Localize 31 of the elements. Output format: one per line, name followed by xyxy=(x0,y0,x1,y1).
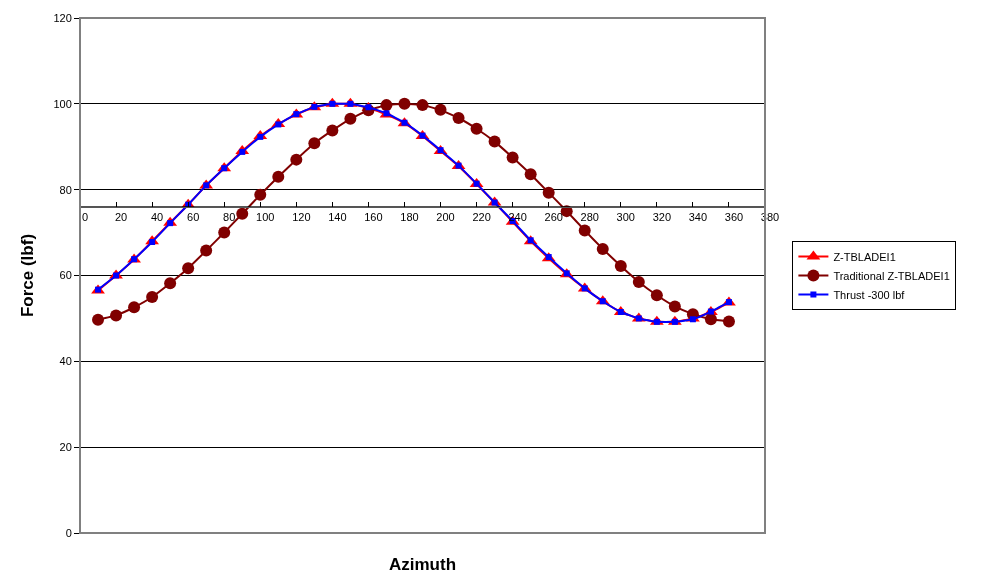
x-tick-label: 0 xyxy=(81,211,89,224)
x-tick-label: 340 xyxy=(688,211,708,224)
legend-label: Traditional Z-TBLADEI1 xyxy=(833,269,950,282)
x-tick-label: 360 xyxy=(724,211,744,224)
x-tick-label: 60 xyxy=(187,211,200,224)
x-tick-label: 260 xyxy=(544,211,563,224)
x-tick-label: 160 xyxy=(364,211,383,224)
legend-label: Z-TBLADEI1 xyxy=(833,250,896,263)
x-tick-label: 40 xyxy=(150,211,164,224)
y-tick-label: 40 xyxy=(59,355,72,368)
x-tick-label: 200 xyxy=(436,211,455,224)
legend-label: Thrust -300 lbf xyxy=(833,288,906,301)
y-tick-label: 80 xyxy=(59,183,72,196)
y-axis-title: Force (lbf) xyxy=(17,233,37,318)
x-tick-label: 180 xyxy=(400,211,419,224)
x-tick-label: 300 xyxy=(616,211,635,224)
y-tick-label: 60 xyxy=(59,269,72,282)
x-axis-title: Azimuth xyxy=(389,555,457,574)
y-tick-label: 0 xyxy=(65,526,72,539)
x-tick-label: 240 xyxy=(508,211,527,224)
y-tick-label: 100 xyxy=(53,97,72,110)
x-tick-label: 320 xyxy=(652,211,672,224)
x-tick-label: 280 xyxy=(580,211,599,224)
x-tick-label: 20 xyxy=(114,211,128,224)
y-tick-label: 20 xyxy=(59,441,72,454)
x-tick-label: 220 xyxy=(472,211,491,224)
x-tick-label: 140 xyxy=(328,211,347,224)
x-tick-label: 120 xyxy=(292,211,311,224)
y-tick-label: 120 xyxy=(53,11,72,24)
x-tick-label: 80 xyxy=(223,211,236,224)
x-tick-label: 100 xyxy=(256,211,275,224)
